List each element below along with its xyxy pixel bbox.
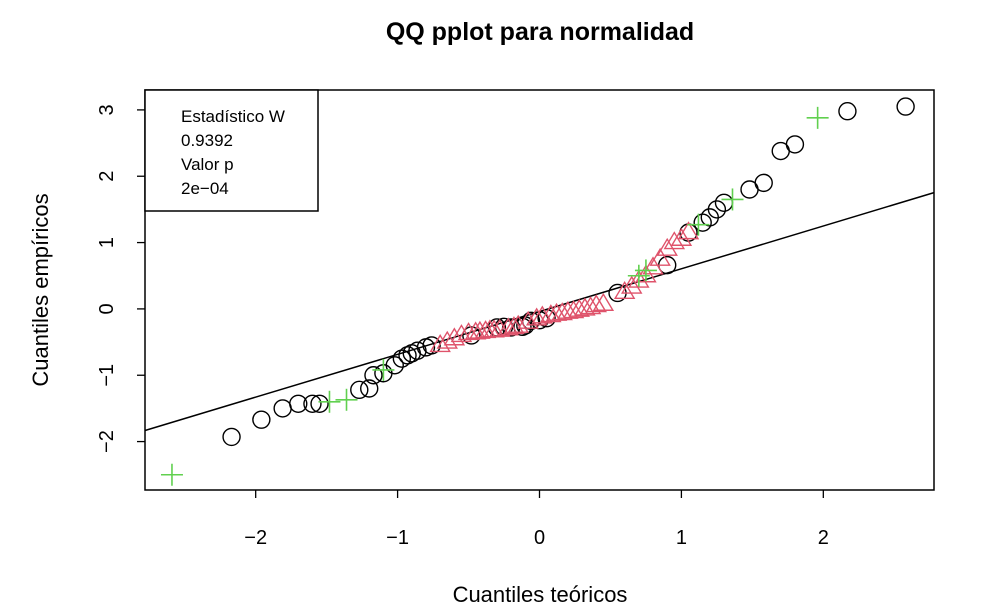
triangle-point [443,327,466,346]
triangle-point [670,227,693,246]
circle-point [310,394,329,413]
circle-point [754,173,773,193]
circle-point [714,193,734,212]
y-axis: −2 −1 0 1 2 3 [96,104,145,453]
circle-point [273,399,292,418]
circle-point [408,341,427,360]
x-tick-label: 2 [818,527,829,549]
cross-point [806,106,829,129]
legend-box: Estadístico W 0.9392 Valor p 2e−04 [144,89,319,212]
circle-point [392,349,412,368]
x-axis: −2 −1 0 1 2 [244,490,829,549]
y-tick-label: −2 [96,430,118,453]
legend-line-pvalue-label: Valor p [181,155,234,174]
triangle-point [613,280,636,300]
circle-point [303,394,322,413]
triangle-point [503,316,525,335]
triangle-point [656,237,678,256]
legend-line-statistic-label: Estadístico W [181,107,285,126]
legend-frame [144,89,319,212]
chart-title: QQ pplot para normalidad [386,18,694,46]
circle-point [398,346,417,365]
circle-point [364,366,383,385]
triangle-point [450,324,473,343]
circle-point [537,308,556,328]
circle-point [350,380,369,400]
cross-point [318,390,341,413]
cross-point [160,463,183,486]
data-points-layer [160,97,915,486]
triangle-point [628,269,650,288]
y-tick-label: −1 [96,364,118,387]
x-tick-label: 1 [676,527,687,549]
triangle-point [497,317,520,336]
circle-point [838,102,857,121]
circle-point [693,213,712,232]
triangle-point [525,307,548,326]
y-tick-label: 1 [96,237,118,248]
y-tick-label: 3 [96,104,118,115]
circle-point [222,427,241,447]
triangle-point [517,310,539,329]
cross-point [687,213,710,236]
triangle-point [531,305,554,324]
circle-point [252,410,271,429]
triangle-point [621,275,643,294]
triangle-point [677,221,700,240]
triangle-point [649,247,671,266]
triangle-point [579,296,602,315]
cross-point [634,259,657,282]
x-axis-label: Cuantiles teóricos [453,582,628,607]
circle-point [360,379,379,398]
x-tick-label: −1 [386,527,409,549]
cross-point [721,188,744,211]
triangle-point [663,231,686,250]
y-axis-label: Cuantiles empíricos [28,193,53,386]
circle-point [785,135,805,154]
triangle-point [592,292,615,311]
x-tick-label: −2 [244,527,267,549]
y-tick-label: 0 [96,303,118,314]
legend-line-pvalue-value: 2e−04 [181,179,229,198]
triangle-point [585,294,607,313]
triangle-point [507,314,529,333]
circle-point [385,356,404,375]
legend-line-statistic-value: 0.9392 [181,131,233,150]
circle-point [896,97,915,116]
y-tick-label: 2 [96,171,118,182]
cross-point [372,358,395,381]
circle-point [289,394,308,413]
x-tick-label: 0 [534,527,545,549]
triangle-point [489,318,511,337]
circle-point [707,200,727,219]
cross-point [335,388,358,411]
